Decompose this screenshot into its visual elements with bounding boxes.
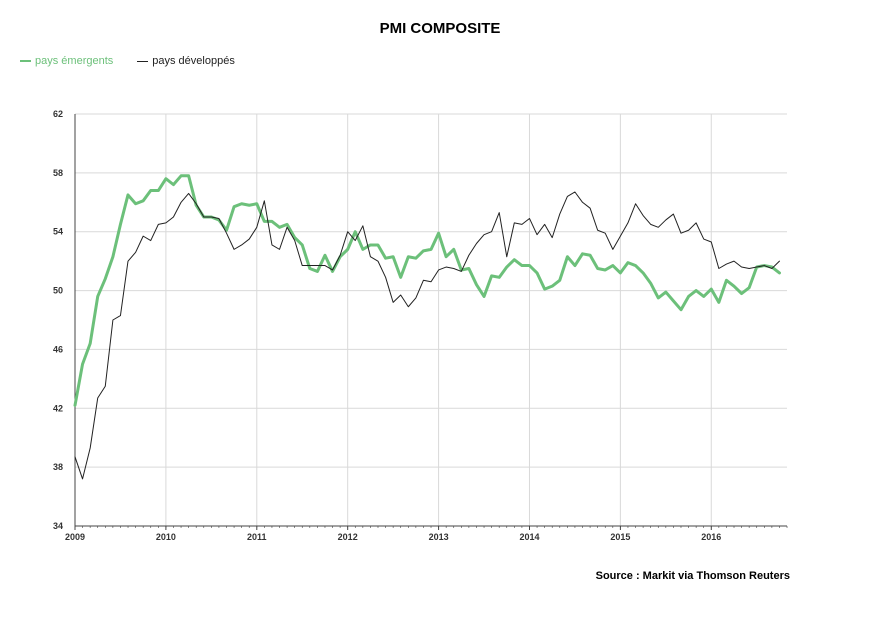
x-tick-label-2012: 2012 (338, 532, 358, 542)
x-tick-label-2016: 2016 (701, 532, 721, 542)
series-line-developed (74, 191, 780, 480)
series-layer (73, 174, 781, 480)
x-tick-label-2013: 2013 (429, 532, 449, 542)
source-note: Source : Markit via Thomson Reuters (595, 570, 790, 582)
legend-label-emerging: pays émergents (35, 55, 114, 67)
grid-layer (75, 113, 787, 526)
legend-entry-developed: pays développés (137, 55, 235, 67)
legend-label-developed: pays développés (152, 55, 235, 67)
legend: pays émergents pays développés (20, 55, 259, 67)
y-tick-label-46: 46 (53, 344, 63, 354)
legend-swatch-developed (137, 60, 149, 62)
series-line-emerging (73, 174, 781, 407)
y-tick-label-50: 50 (53, 286, 63, 296)
x-tick-label-2014: 2014 (519, 532, 539, 542)
x-tick-label-2009: 2009 (65, 532, 85, 542)
x-tick-label-2015: 2015 (610, 532, 630, 542)
y-tick-label-54: 54 (53, 227, 63, 237)
tick-label-layer: 34 38 42 46 50 54 58 62 2009 2010 2011 2012 2013 2014… (53, 109, 721, 542)
chart-title: PMI COMPOSITE (379, 20, 501, 37)
x-tick-label-2011: 2011 (247, 532, 267, 542)
legend-entry-emerging: pays émergents (20, 55, 113, 67)
y-tick-label-34: 34 (53, 521, 63, 531)
y-tick-label-38: 38 (53, 462, 63, 472)
x-tick-label-2010: 2010 (156, 532, 176, 542)
y-tick-label-58: 58 (53, 168, 63, 178)
legend-swatch-emerging (20, 60, 31, 62)
y-tick-label-42: 42 (53, 403, 63, 413)
y-tick-label-62: 62 (53, 109, 63, 119)
